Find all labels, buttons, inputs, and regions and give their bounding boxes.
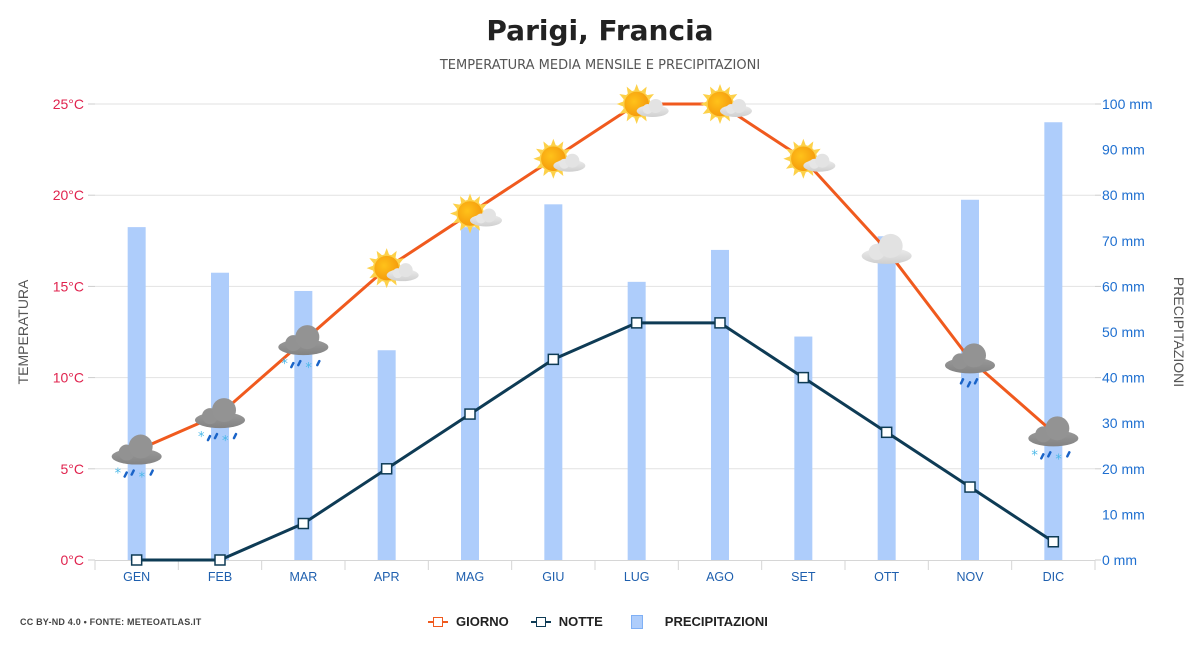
night-data-point[interactable] xyxy=(964,481,976,493)
legend-item-notte[interactable]: NOTTE xyxy=(530,614,603,629)
legend-label-notte: NOTTE xyxy=(558,614,603,629)
x-tick-label: OTT xyxy=(874,570,899,584)
day-temperature-line xyxy=(136,102,1055,452)
left-tick-label: 0°C xyxy=(61,552,85,568)
x-tick-label: FEB xyxy=(208,570,232,584)
precipitation-bar[interactable] xyxy=(294,290,313,560)
right-tick-label: 20 mm xyxy=(1102,461,1145,477)
legend-item-precipitazioni[interactable]: PRECIPITAZIONI xyxy=(630,614,768,629)
sun-cloud-icon[interactable] xyxy=(617,84,669,124)
night-data-point[interactable] xyxy=(1047,536,1060,548)
left-tick-label: 25°C xyxy=(53,96,84,112)
night-data-point[interactable] xyxy=(714,317,726,329)
weather-icons xyxy=(112,84,1079,486)
sun-cloud-icon[interactable] xyxy=(783,139,835,179)
right-tick-label: 10 mm xyxy=(1102,506,1145,522)
night-line-marker-icon xyxy=(530,616,551,628)
chart-title: Parigi, Francia xyxy=(486,14,714,47)
precipitation-bar[interactable] xyxy=(377,350,396,560)
right-tick-label: 0 mm xyxy=(1102,552,1137,568)
legend-label-precipitazioni: PRECIPITAZIONI xyxy=(664,614,768,629)
precipitation-bar[interactable] xyxy=(794,336,813,560)
left-axis-ticks: 0°C 5°C 10°C 15°C 20°C 25°C xyxy=(53,96,95,568)
left-tick-label: 5°C xyxy=(61,461,85,477)
precipitation-bar[interactable] xyxy=(961,199,979,560)
cloud-icon[interactable] xyxy=(861,233,912,264)
precipitation-bar[interactable] xyxy=(711,249,729,561)
x-tick-label: GEN xyxy=(123,570,150,584)
day-line-marker-icon xyxy=(428,616,448,628)
precipitation-bar[interactable] xyxy=(1044,122,1063,561)
chart-legend: GIORNO NOTTE PRECIPITAZIONI xyxy=(428,614,768,629)
night-temperature-line xyxy=(130,317,1060,566)
precipitation-bars xyxy=(127,122,1063,561)
right-tick-label: 80 mm xyxy=(1102,187,1145,203)
x-tick-label: MAG xyxy=(456,570,484,584)
precipitation-bar[interactable] xyxy=(627,281,646,560)
precipitation-bar[interactable] xyxy=(127,227,146,560)
right-tick-label: 30 mm xyxy=(1102,415,1145,431)
night-data-point[interactable] xyxy=(880,426,893,439)
sun-cloud-icon[interactable] xyxy=(450,193,502,233)
sun-cloud-icon[interactable] xyxy=(700,84,752,124)
legend-label-giorno: GIORNO xyxy=(456,614,509,629)
x-tick-label: AGO xyxy=(706,570,734,584)
right-tick-label: 70 mm xyxy=(1102,233,1145,249)
source-credit: CC BY-ND 4.0 • FONTE: METEOATLAS.IT xyxy=(20,617,202,627)
night-data-point[interactable] xyxy=(380,463,393,475)
precipitation-bar[interactable] xyxy=(544,204,563,560)
x-axis: GEN FEB MAR APR MAG GIU LUG AGO SET OTT NOV DIC xyxy=(94,560,1096,584)
night-data-point[interactable] xyxy=(464,408,476,420)
x-tick-label: GIU xyxy=(542,570,564,584)
right-tick-label: 60 mm xyxy=(1102,278,1145,294)
night-data-point[interactable] xyxy=(297,517,310,530)
sun-cloud-icon[interactable] xyxy=(367,248,419,288)
night-data-point[interactable] xyxy=(214,554,226,566)
chart-subtitle: TEMPERATURA MEDIA MENSILE E PRECIPITAZIO… xyxy=(439,58,761,73)
x-tick-label: APR xyxy=(374,570,400,584)
left-axis-title: TEMPERATURA xyxy=(15,279,31,384)
right-axis-ticks: 0 mm 10 mm 20 mm 30 mm 40 mm 50 mm 60 mm 70 mm 8… xyxy=(1095,96,1153,568)
x-tick-label: LUG xyxy=(624,570,650,584)
legend-item-giorno[interactable]: GIORNO xyxy=(428,614,509,629)
night-data-point[interactable] xyxy=(797,371,810,384)
precipitation-bar-marker-icon xyxy=(630,614,643,629)
left-tick-label: 10°C xyxy=(53,370,84,386)
sun-cloud-icon[interactable] xyxy=(533,139,585,179)
precipitation-bar[interactable] xyxy=(461,227,479,560)
right-axis-title: PRECIPITAZIONI xyxy=(1171,277,1187,387)
right-tick-label: 40 mm xyxy=(1102,370,1145,386)
night-data-point[interactable] xyxy=(547,353,560,366)
x-tick-label: NOV xyxy=(956,570,984,584)
right-tick-label: 50 mm xyxy=(1102,324,1145,340)
precipitation-bar[interactable] xyxy=(877,236,896,561)
night-data-point[interactable] xyxy=(630,317,643,329)
gridlines xyxy=(95,103,1095,470)
x-tick-label: MAR xyxy=(289,570,317,584)
x-tick-label: DIC xyxy=(1043,570,1065,584)
night-data-point[interactable] xyxy=(130,554,143,566)
x-tick-label: SET xyxy=(791,570,816,584)
left-tick-label: 15°C xyxy=(53,278,84,294)
right-tick-label: 90 mm xyxy=(1102,142,1145,158)
left-tick-label: 20°C xyxy=(53,187,84,203)
right-tick-label: 100 mm xyxy=(1102,96,1153,112)
